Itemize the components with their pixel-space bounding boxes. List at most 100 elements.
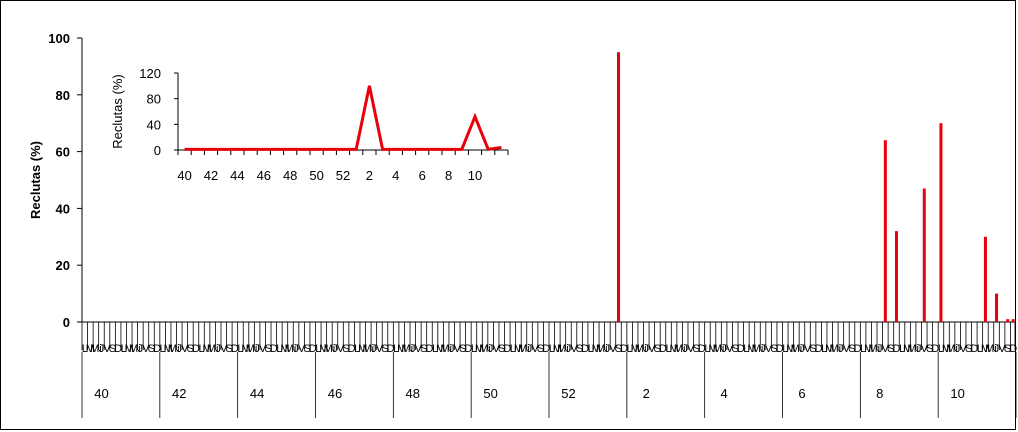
main-x-day-label: Mi bbox=[596, 343, 608, 355]
main-x-day-label: D bbox=[931, 343, 939, 355]
inset-x-tick-label: 44 bbox=[230, 168, 244, 183]
main-x-day-label: S bbox=[148, 343, 155, 355]
main-x-day-label: J bbox=[916, 343, 922, 355]
main-x-day-label: M bbox=[319, 343, 328, 355]
main-x-day-label: D bbox=[387, 343, 395, 355]
main-x-day-label: M bbox=[86, 343, 95, 355]
inset-x-tick-label: 50 bbox=[309, 168, 323, 183]
main-x-day-label: J bbox=[994, 343, 1000, 355]
main-x-day-label: J bbox=[215, 343, 221, 355]
main-x-day-label: V bbox=[765, 343, 773, 355]
main-x-day-label: J bbox=[254, 343, 260, 355]
main-y-tick-label: 0 bbox=[63, 315, 70, 330]
main-x-day-label: D bbox=[348, 343, 356, 355]
main-x-day-label: Mi bbox=[985, 343, 997, 355]
main-x-day-label: J bbox=[410, 343, 416, 355]
main-x-day-label: J bbox=[955, 343, 961, 355]
main-x-day-label: D bbox=[892, 343, 900, 355]
main-x-day-label: D bbox=[503, 343, 511, 355]
main-x-day-label: M bbox=[825, 343, 834, 355]
main-x-day-label: S bbox=[303, 343, 310, 355]
main-x-day-label: D bbox=[1009, 343, 1017, 355]
main-x-day-label: V bbox=[454, 343, 462, 355]
main-x-day-label: S bbox=[654, 343, 661, 355]
main-x-day-label: J bbox=[760, 343, 766, 355]
main-x-day-label: L bbox=[549, 343, 555, 355]
main-x-day-label: M bbox=[747, 343, 756, 355]
main-x-day-label: Mi bbox=[246, 343, 258, 355]
main-x-day-label: J bbox=[721, 343, 727, 355]
main-x-day-label: V bbox=[687, 343, 695, 355]
main-x-day-label: D bbox=[815, 343, 823, 355]
inset-x-tick-label: 46 bbox=[257, 168, 271, 183]
main-y-tick-label: 100 bbox=[48, 31, 70, 46]
main-x-week-label: 48 bbox=[406, 386, 420, 401]
main-x-week-label: 50 bbox=[483, 386, 497, 401]
main-bar bbox=[894, 231, 898, 322]
main-x-day-label: L bbox=[237, 343, 243, 355]
main-x-day-label: Mi bbox=[324, 343, 336, 355]
main-x-day-label: S bbox=[381, 343, 388, 355]
main-x-day-label: V bbox=[103, 343, 111, 355]
main-x-day-label: V bbox=[843, 343, 851, 355]
main-x-day-label: M bbox=[358, 343, 367, 355]
main-x-day-label: L bbox=[160, 343, 166, 355]
main-x-day-label: V bbox=[376, 343, 384, 355]
main-x-day-label: D bbox=[114, 343, 122, 355]
main-x-day-label: J bbox=[488, 343, 494, 355]
main-x-day-label: V bbox=[493, 343, 501, 355]
main-x-day-label: D bbox=[659, 343, 667, 355]
main-bar bbox=[1011, 319, 1015, 322]
main-x-day-label: M bbox=[981, 343, 990, 355]
inset-y-tick-label: 120 bbox=[139, 66, 161, 81]
main-x-day-label: Mi bbox=[752, 343, 764, 355]
main-x-day-label: L bbox=[665, 343, 671, 355]
main-x-day-label: J bbox=[877, 343, 883, 355]
main-x-day-label: M bbox=[942, 343, 951, 355]
main-x-day-label: D bbox=[542, 343, 550, 355]
main-x-day-label: J bbox=[332, 343, 338, 355]
main-x-day-label: M bbox=[164, 343, 173, 355]
main-x-day-label: M bbox=[436, 343, 445, 355]
main-x-day-label: V bbox=[609, 343, 617, 355]
main-x-day-label: J bbox=[644, 343, 650, 355]
main-x-day-label: L bbox=[432, 343, 438, 355]
main-x-day-label: L bbox=[821, 343, 827, 355]
main-x-day-label: M bbox=[708, 343, 717, 355]
main-x-day-label: S bbox=[770, 343, 777, 355]
main-x-day-label: S bbox=[265, 343, 272, 355]
main-x-day-label: Mi bbox=[207, 343, 219, 355]
main-x-day-label: V bbox=[181, 343, 189, 355]
main-bar bbox=[995, 293, 999, 322]
inset-y-tick-label: 0 bbox=[154, 143, 161, 158]
inset-x-tick-label: 8 bbox=[445, 168, 452, 183]
main-x-day-label: Mi bbox=[791, 343, 803, 355]
main-x-day-label: M bbox=[475, 343, 484, 355]
main-y-tick-label: 20 bbox=[56, 258, 70, 273]
main-x-day-label: J bbox=[177, 343, 183, 355]
main-x-day-label: L bbox=[704, 343, 710, 355]
main-x-day-label: V bbox=[648, 343, 656, 355]
main-x-week-label: 46 bbox=[328, 386, 342, 401]
main-x-day-label: L bbox=[315, 343, 321, 355]
main-x-day-label: M bbox=[786, 343, 795, 355]
inset-x-tick-label: 2 bbox=[366, 168, 373, 183]
main-x-day-label: Mi bbox=[868, 343, 880, 355]
main-bar bbox=[883, 140, 887, 322]
main-x-day-label: J bbox=[138, 343, 144, 355]
main-x-day-label: M bbox=[280, 343, 289, 355]
main-x-day-label: V bbox=[882, 343, 890, 355]
main-x-day-label: M bbox=[514, 343, 523, 355]
main-x-day-label: J bbox=[527, 343, 533, 355]
inset-x-tick-label: 48 bbox=[283, 168, 297, 183]
main-x-day-label: Mi bbox=[129, 343, 141, 355]
main-x-week-label: 8 bbox=[876, 386, 883, 401]
main-x-week-label: 2 bbox=[643, 386, 650, 401]
main-x-day-label: D bbox=[464, 343, 472, 355]
main-x-day-label: Mi bbox=[363, 343, 375, 355]
main-x-day-label: L bbox=[354, 343, 360, 355]
main-x-day-label: J bbox=[566, 343, 572, 355]
main-x-day-label: S bbox=[926, 343, 933, 355]
main-x-day-label: S bbox=[732, 343, 739, 355]
